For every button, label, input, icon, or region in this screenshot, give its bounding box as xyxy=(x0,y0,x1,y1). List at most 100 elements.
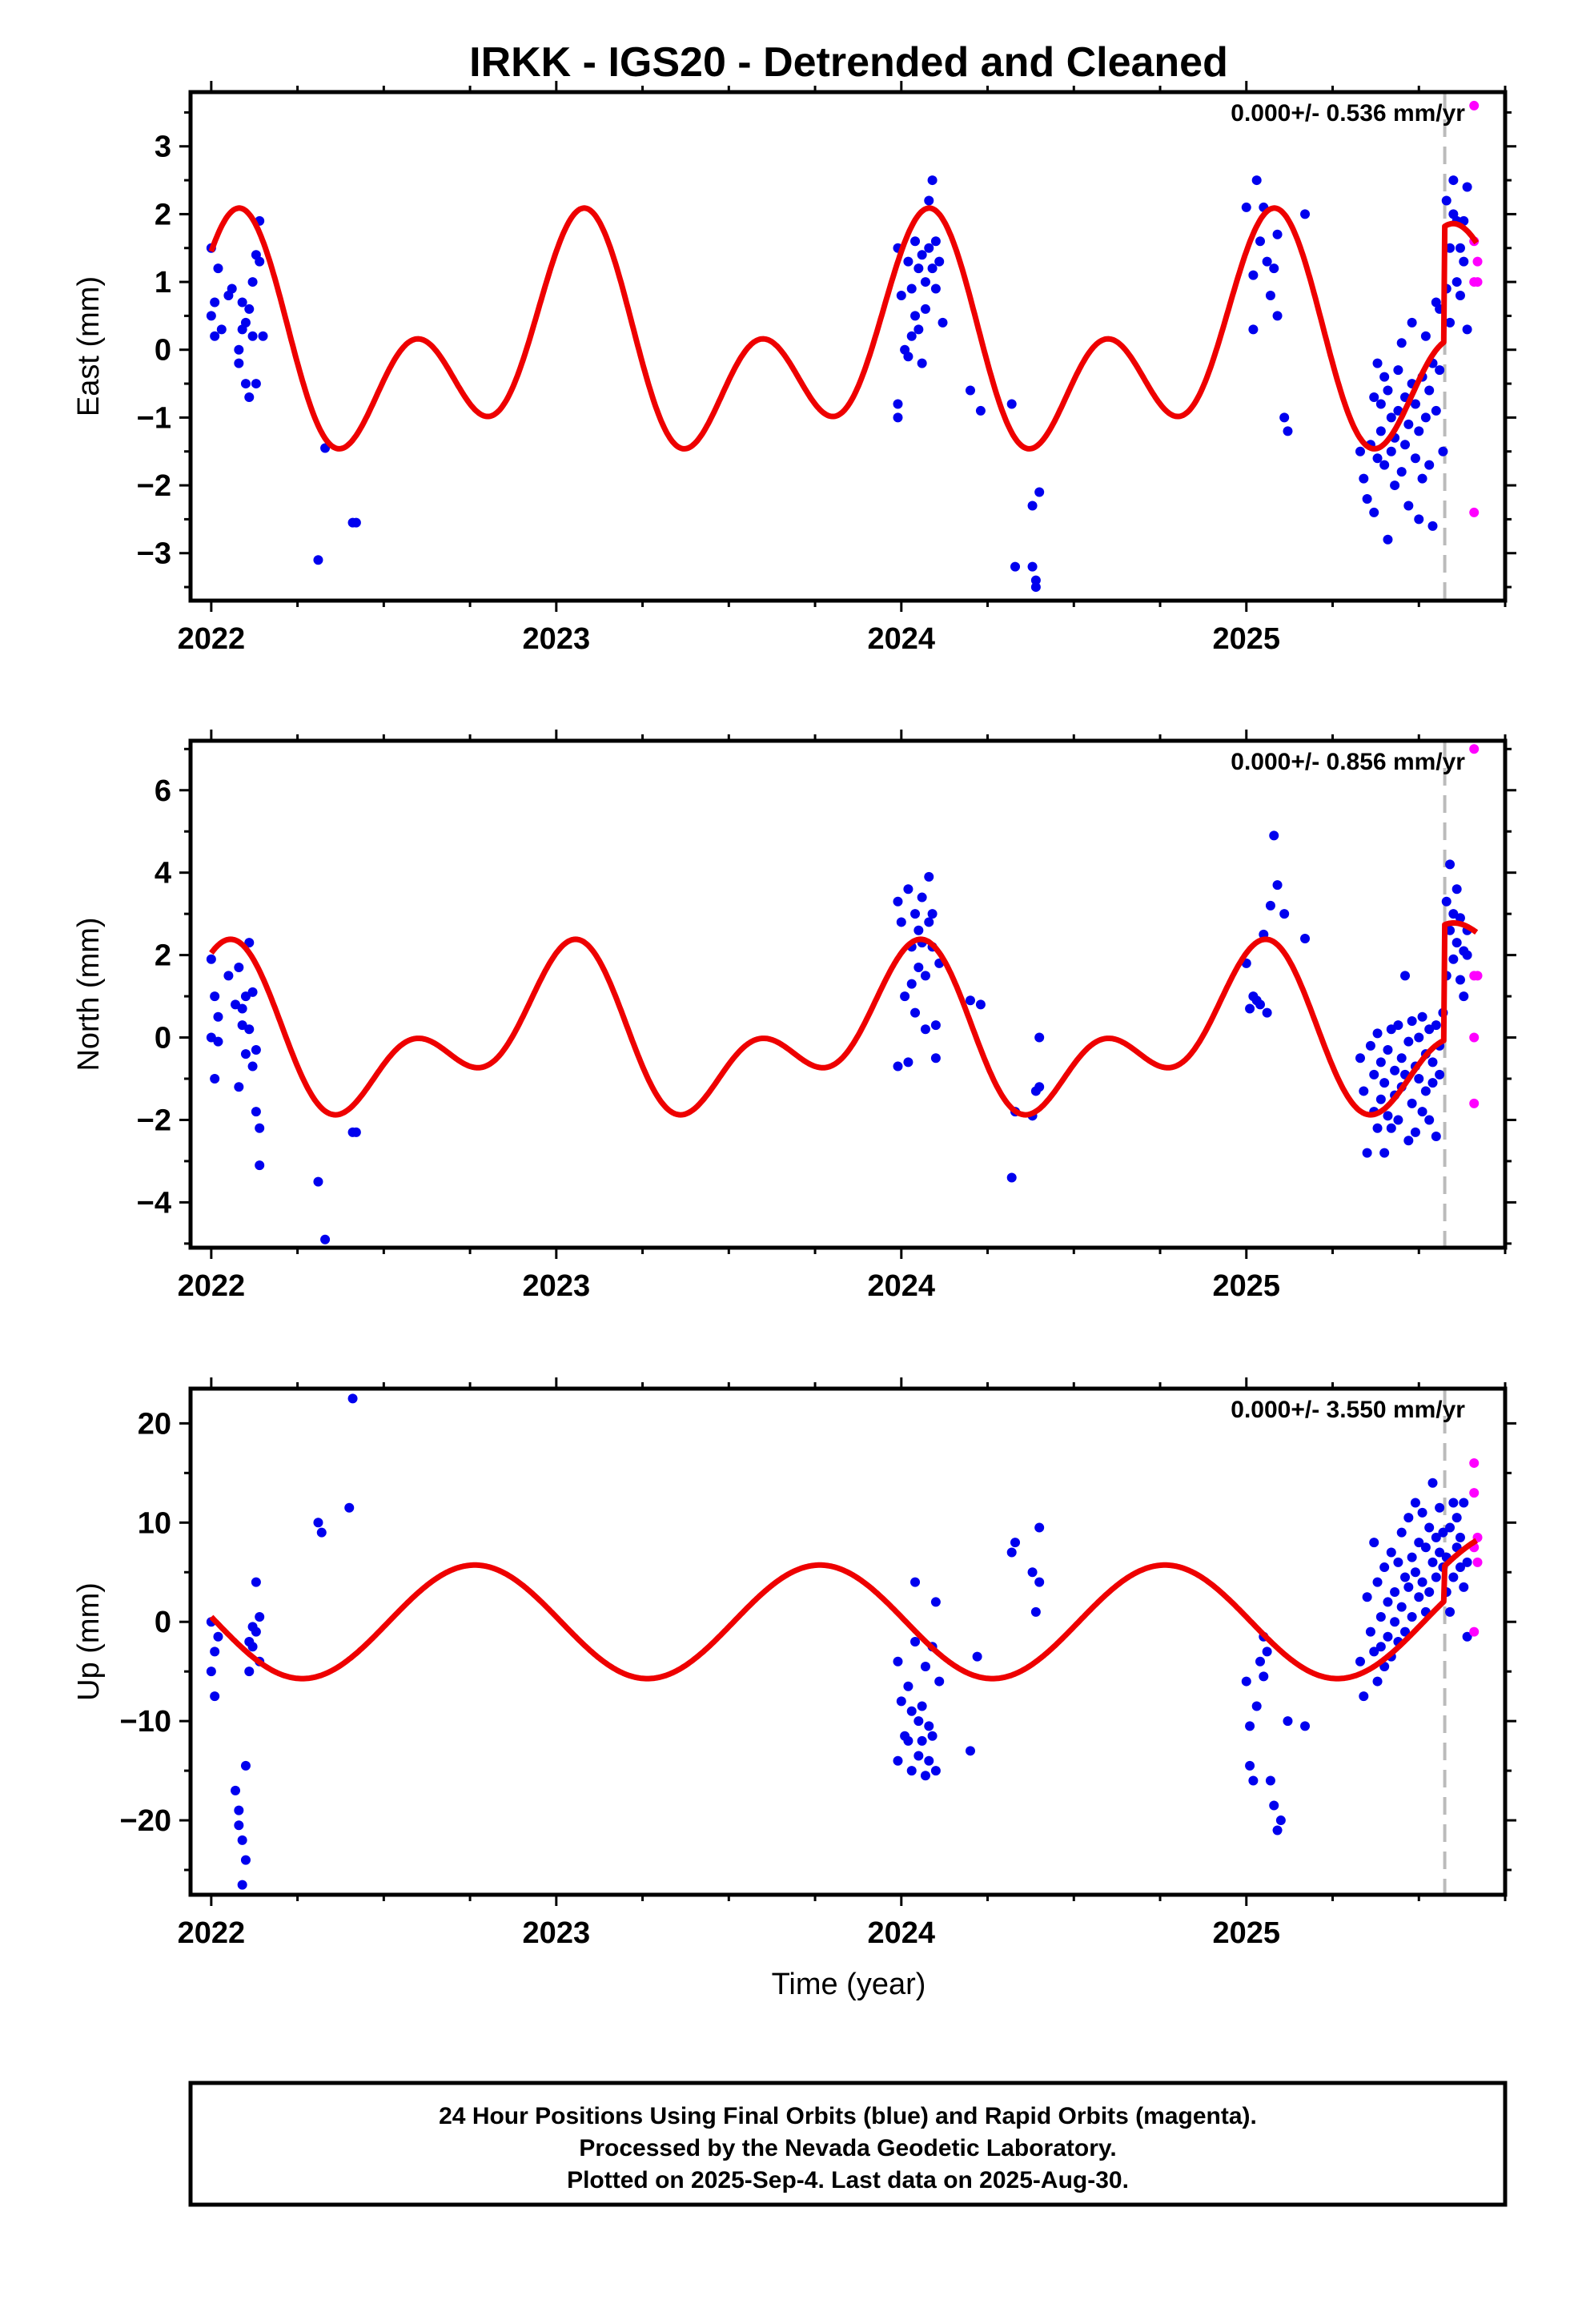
final-orbit-point xyxy=(1396,467,1407,477)
y-tick-label: 4 xyxy=(155,857,171,891)
final-orbit-point xyxy=(1427,1478,1438,1488)
model-curve xyxy=(209,1538,1478,1682)
final-orbit-point xyxy=(893,1061,903,1072)
final-orbit-point xyxy=(1410,1127,1420,1137)
x-tick-label: 2022 xyxy=(178,622,246,656)
final-orbit-point xyxy=(1372,358,1383,368)
y-tick-label: 3 xyxy=(155,131,171,164)
plot-area xyxy=(206,741,1483,1248)
y-tick-label: −1 xyxy=(137,401,171,435)
final-orbit-point xyxy=(927,263,938,274)
y-tick-label: 1 xyxy=(155,266,171,300)
final-orbit-point xyxy=(906,1706,917,1716)
final-orbit-point xyxy=(1410,1498,1420,1508)
final-orbit-point xyxy=(347,1393,358,1404)
final-orbit-point xyxy=(1448,1498,1459,1508)
final-orbit-point xyxy=(1462,324,1472,335)
final-orbit-point xyxy=(1272,1825,1283,1835)
final-orbit-point xyxy=(234,1820,244,1831)
final-orbit-point xyxy=(910,909,921,919)
final-orbit-point xyxy=(1393,1115,1403,1125)
final-orbit-point xyxy=(1283,426,1293,436)
final-orbit-point xyxy=(1027,1567,1038,1578)
final-orbit-point xyxy=(1034,487,1045,497)
final-orbit-point xyxy=(903,256,913,267)
final-orbit-point xyxy=(1390,1617,1400,1627)
final-orbit-point xyxy=(930,236,941,247)
final-orbit-point xyxy=(1034,1032,1045,1043)
final-orbit-point xyxy=(1369,392,1379,402)
final-orbit-point xyxy=(1383,1044,1393,1055)
final-orbit-point xyxy=(903,1681,913,1691)
final-orbit-point xyxy=(1272,311,1283,321)
final-orbit-point xyxy=(1255,999,1266,1010)
final-orbit-point xyxy=(1006,1547,1017,1558)
final-orbit-point xyxy=(1403,1036,1414,1047)
final-orbit-point xyxy=(1417,1507,1427,1518)
final-orbit-point xyxy=(1034,1522,1045,1533)
y-tick-label: −10 xyxy=(120,1705,171,1739)
velocity-rate-label: 0.000+/- 0.856 mm/yr xyxy=(1231,749,1465,775)
final-orbit-point xyxy=(1375,1612,1386,1622)
final-orbit-point xyxy=(1396,1602,1407,1612)
final-orbit-point xyxy=(1265,1775,1275,1786)
final-orbit-point xyxy=(910,236,921,247)
final-orbit-point xyxy=(240,991,251,1002)
final-orbit-point xyxy=(1435,1069,1445,1080)
model-curve xyxy=(209,920,1479,1118)
y-tick-label: −3 xyxy=(137,537,171,571)
final-orbit-point xyxy=(213,263,223,274)
final-orbit-point xyxy=(247,1642,258,1652)
velocity-rate-label: 0.000+/- 3.550 mm/yr xyxy=(1231,1397,1465,1423)
final-orbit-point xyxy=(1251,175,1262,186)
final-orbit-point xyxy=(927,1731,938,1741)
rapid-orbit-point xyxy=(1469,1098,1480,1108)
final-orbit-point xyxy=(216,324,227,335)
final-orbit-point xyxy=(1400,971,1411,981)
final-orbit-point xyxy=(920,1024,930,1035)
final-orbit-point xyxy=(234,358,244,368)
final-orbit-point xyxy=(903,1735,913,1746)
final-orbit-point xyxy=(206,311,216,321)
rapid-orbit-point xyxy=(1472,971,1483,981)
plot-area xyxy=(206,1389,1483,1895)
final-orbit-point xyxy=(896,917,906,927)
final-orbit-point xyxy=(1420,331,1431,341)
final-orbit-point xyxy=(251,379,261,389)
final-orbit-point xyxy=(1241,202,1251,212)
final-orbit-point xyxy=(1407,317,1417,328)
final-orbit-point xyxy=(244,392,255,402)
final-orbit-point xyxy=(1396,1527,1407,1538)
final-orbit-point xyxy=(1245,1721,1255,1731)
final-orbit-point xyxy=(1030,575,1041,585)
final-orbit-point xyxy=(1030,1606,1041,1617)
final-orbit-point xyxy=(975,999,986,1010)
final-orbit-point xyxy=(1396,1053,1407,1063)
final-orbit-point xyxy=(1265,900,1275,911)
final-orbit-point xyxy=(1355,1656,1365,1667)
final-orbit-point xyxy=(1448,175,1459,186)
y-tick-label: −4 xyxy=(137,1186,171,1220)
final-orbit-point xyxy=(1010,1538,1021,1548)
final-orbit-point xyxy=(1420,412,1431,423)
y-tick-label: 0 xyxy=(155,334,171,368)
final-orbit-point xyxy=(1006,399,1017,409)
final-orbit-point xyxy=(234,344,244,355)
final-orbit-point xyxy=(910,311,921,321)
rapid-orbit-point xyxy=(1469,1626,1480,1637)
rapid-orbit-point xyxy=(1469,1032,1480,1043)
final-orbit-point xyxy=(1379,1078,1390,1088)
final-orbit-point xyxy=(1027,501,1038,511)
final-orbit-point xyxy=(1427,1078,1438,1088)
final-orbit-point xyxy=(913,925,924,935)
final-orbit-point xyxy=(1359,1691,1369,1702)
footer-line-2: Processed by the Nevada Geodetic Laborat… xyxy=(579,2135,1116,2161)
final-orbit-point xyxy=(1300,1721,1311,1731)
final-orbit-point xyxy=(1455,1562,1465,1573)
y-tick-label: 20 xyxy=(138,1407,171,1441)
final-orbit-point xyxy=(1403,501,1414,511)
final-orbit-point xyxy=(1424,1587,1435,1598)
final-orbit-point xyxy=(1448,909,1459,919)
rapid-orbit-point xyxy=(1469,100,1480,111)
